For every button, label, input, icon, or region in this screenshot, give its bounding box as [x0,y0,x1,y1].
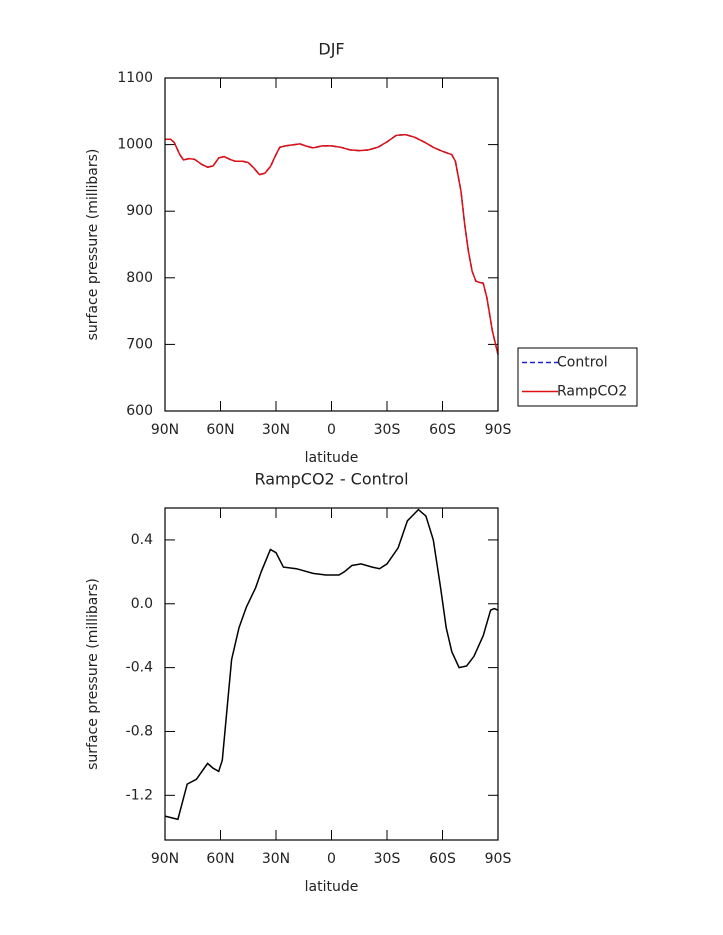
series-line [164,508,499,821]
x-tick-label: 90S [485,851,512,867]
x-tick-label: 60N [206,851,234,867]
x-tick-label: 0 [327,851,336,867]
x-tick-label: 60N [206,422,234,438]
x-axis-label: latitude [305,450,359,466]
y-tick-label: 900 [126,203,153,219]
y-axis-label: surface pressure (millibars) [85,578,101,770]
y-tick-label: 1100 [117,70,153,86]
series-line [165,133,499,355]
chart-title: RampCO2 - Control [254,470,408,489]
x-tick-label: 0 [327,422,336,438]
y-tick-label: -0.8 [126,723,153,739]
x-tick-label: 30N [262,422,290,438]
y-tick-label: 1000 [117,137,153,153]
chart-title: DJF [318,40,344,59]
x-tick-label: 90S [485,422,512,438]
x-tick-label: 90N [151,851,179,867]
plot-frame [164,77,499,412]
y-tick-label: 0.0 [131,596,153,612]
y-tick-label: 700 [126,336,153,352]
y-tick-label: 800 [126,270,153,286]
y-tick-label: 600 [126,403,153,419]
x-axis-label: latitude [305,879,359,895]
y-tick-label: 0.4 [131,532,153,548]
x-tick-label: 30N [262,851,290,867]
x-tick-label: 30S [374,422,401,438]
legend-label: RampCO2 [557,384,627,400]
x-tick-label: 60S [429,422,456,438]
x-tick-label: 90N [151,422,179,438]
y-axis-label: surface pressure (millibars) [85,149,101,341]
y-tick-label: -1.2 [126,787,153,803]
legend-box [517,347,638,407]
series-line [165,133,499,355]
plot-frame [164,507,499,841]
x-tick-label: 30S [374,851,401,867]
legend-label: Control [557,355,608,371]
y-tick-label: -0.4 [126,660,153,676]
x-tick-label: 60S [429,851,456,867]
